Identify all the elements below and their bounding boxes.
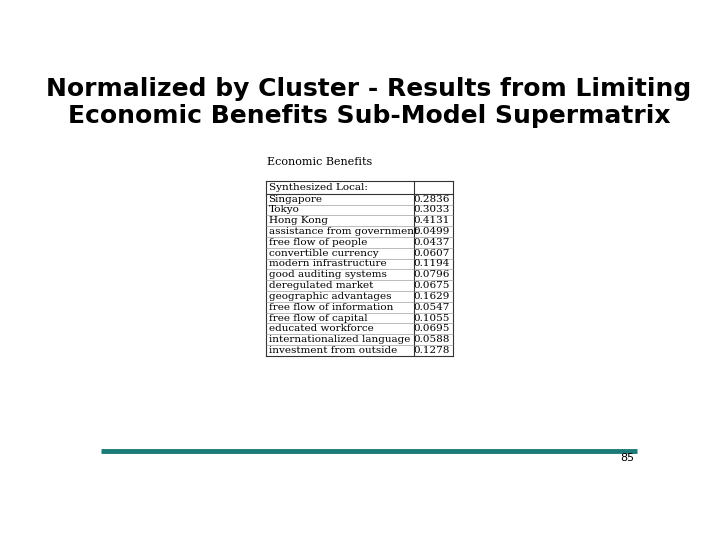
Text: modern infrastructure: modern infrastructure xyxy=(269,259,386,268)
Text: Normalized by Cluster - Results from Limiting
Economic Benefits Sub-Model Superm: Normalized by Cluster - Results from Lim… xyxy=(46,77,692,128)
Text: assistance from government: assistance from government xyxy=(269,227,418,236)
Text: deregulated market: deregulated market xyxy=(269,281,373,290)
Text: 0.4131: 0.4131 xyxy=(413,216,449,225)
Text: convertible currency: convertible currency xyxy=(269,248,378,258)
Text: Singapore: Singapore xyxy=(269,194,323,204)
Text: 0.0437: 0.0437 xyxy=(413,238,449,247)
Text: 0.0675: 0.0675 xyxy=(413,281,449,290)
Text: 0.1194: 0.1194 xyxy=(413,259,449,268)
Text: educated workforce: educated workforce xyxy=(269,325,373,333)
Text: Tokyo: Tokyo xyxy=(269,205,300,214)
Text: 0.0607: 0.0607 xyxy=(413,248,449,258)
Text: internationalized language: internationalized language xyxy=(269,335,410,344)
Text: 0.0499: 0.0499 xyxy=(413,227,449,236)
Text: 0.1629: 0.1629 xyxy=(413,292,449,301)
Text: Hong Kong: Hong Kong xyxy=(269,216,328,225)
Text: Synthesized Local:: Synthesized Local: xyxy=(269,183,367,192)
Text: 0.0695: 0.0695 xyxy=(413,325,449,333)
Text: 0.0796: 0.0796 xyxy=(413,271,449,279)
Text: investment from outside: investment from outside xyxy=(269,346,397,355)
Text: good auditing systems: good auditing systems xyxy=(269,271,387,279)
Text: 0.2836: 0.2836 xyxy=(413,194,449,204)
Text: 0.0547: 0.0547 xyxy=(413,303,449,312)
Text: Economic Benefits: Economic Benefits xyxy=(267,157,373,167)
Text: 0.1055: 0.1055 xyxy=(413,314,449,322)
Text: geographic advantages: geographic advantages xyxy=(269,292,391,301)
Text: 85: 85 xyxy=(620,453,634,463)
Text: 0.3033: 0.3033 xyxy=(413,205,449,214)
Text: free flow of information: free flow of information xyxy=(269,303,393,312)
Text: 0.1278: 0.1278 xyxy=(413,346,449,355)
Text: free flow of capital: free flow of capital xyxy=(269,314,367,322)
Text: 0.0588: 0.0588 xyxy=(413,335,449,344)
Text: free flow of people: free flow of people xyxy=(269,238,367,247)
